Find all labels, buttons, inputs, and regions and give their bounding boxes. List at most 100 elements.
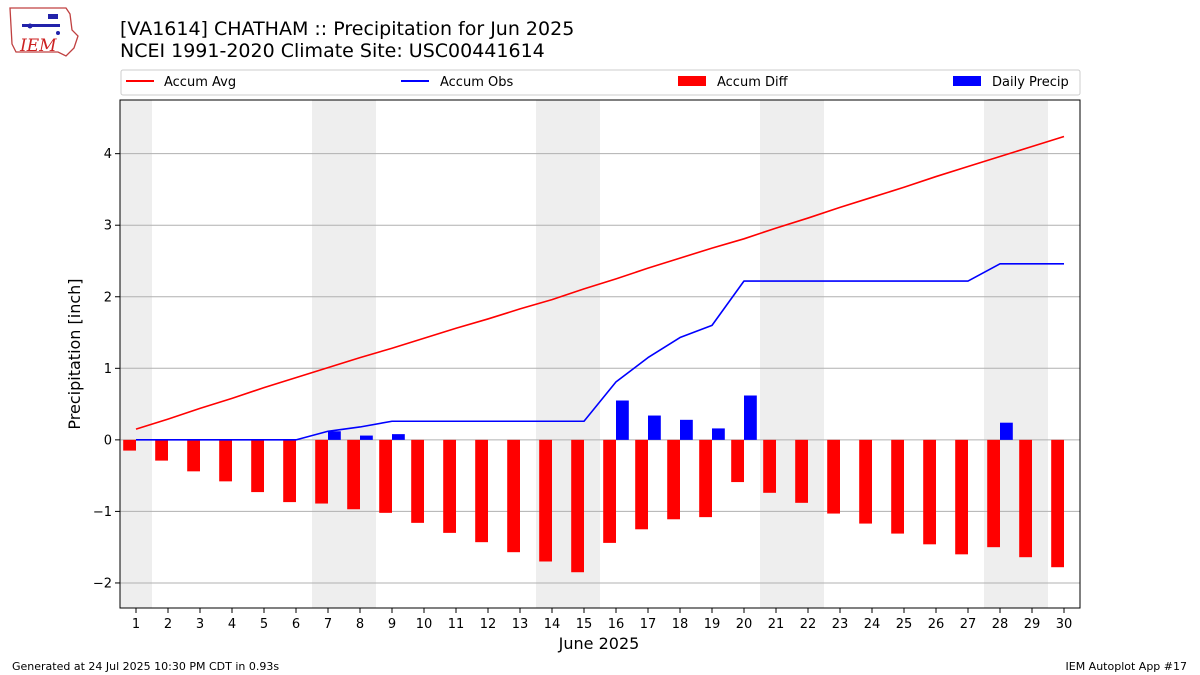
accum-diff-bar-day-23 (827, 439, 840, 514)
accum-diff-bar-day-12 (475, 439, 488, 543)
accum-diff-bar-day-27 (955, 439, 968, 555)
weekend-band-day-1 (120, 100, 152, 608)
x-tick-label-20: 20 (736, 617, 753, 632)
x-tick-label-22: 22 (800, 617, 817, 632)
accum-diff-bar-day-4 (219, 439, 232, 482)
legend-item-accum-avg: Accum Avg (126, 75, 236, 90)
legend-item-accum-obs: Accum Obs (401, 75, 513, 90)
accum-diff-bar-day-20 (731, 439, 744, 483)
daily-precip-bar-day-9 (392, 434, 405, 440)
accum-diff-bar-day-28 (987, 439, 1000, 548)
daily-precip-bar-day-7 (328, 431, 341, 440)
y-tick-label-3: 3 (104, 219, 112, 234)
x-tick-label-30: 30 (1056, 617, 1073, 632)
accum-diff-bar-day-21 (763, 439, 776, 493)
y-tick-label-2: 2 (104, 290, 112, 305)
x-tick-label-10: 10 (416, 617, 433, 632)
x-tick-label-13: 13 (512, 617, 529, 632)
x-tick-label-24: 24 (864, 617, 881, 632)
x-tick-label-15: 15 (576, 617, 593, 632)
accum-diff-bar-day-6 (283, 439, 296, 503)
accum-diff-bar-day-11 (443, 439, 456, 533)
y-axis-label: Precipitation [inch] (65, 278, 84, 429)
accum-diff-bar-day-8 (347, 439, 360, 510)
x-tick-label-8: 8 (356, 617, 364, 632)
accum-diff-bar-day-13 (507, 439, 520, 553)
accum-diff-bar-day-22 (795, 439, 808, 503)
daily-precip-bar-day-17 (648, 415, 661, 440)
y-tick-label-4: 4 (104, 147, 112, 162)
daily-precip-bar-day-20 (744, 395, 757, 440)
x-tick-label-6: 6 (292, 617, 300, 632)
y-tick-label-0: 0 (104, 433, 112, 448)
x-tick-label-28: 28 (992, 617, 1009, 632)
legend-swatch-accum-diff (678, 76, 706, 86)
x-tick-label-11: 11 (448, 617, 465, 632)
legend-item-daily-precip: Daily Precip (953, 75, 1069, 90)
daily-precip-bar-day-28 (1000, 422, 1013, 440)
iem-logo: IEM (9, 7, 79, 57)
accum-diff-bar-day-16 (603, 439, 616, 543)
iem-logo-text: IEM (19, 36, 57, 56)
accum-diff-bar-day-18 (667, 439, 680, 520)
accum-diff-bar-day-14 (539, 439, 552, 562)
accum-avg-line (135, 135, 1065, 430)
x-tick-label-1: 1 (132, 617, 140, 632)
x-tick-label-16: 16 (608, 617, 625, 632)
accum-diff-bar-day-17 (635, 439, 648, 530)
accum-diff-bar-day-29 (1019, 439, 1032, 558)
x-tick-label-2: 2 (164, 617, 172, 632)
accum-diff-bar-day-7 (315, 439, 328, 504)
bar-marks (123, 395, 1064, 573)
legend-swatch-daily-precip (953, 76, 981, 86)
legend: Accum Avg Accum Obs Accum Diff Daily Pre… (120, 69, 1081, 96)
accum-diff-bar-day-24 (859, 439, 872, 524)
chart-subtitle: NCEI 1991-2020 Climate Site: USC00441614 (120, 40, 545, 62)
weekend-bands (120, 100, 1048, 608)
app-label: IEM Autoplot App #17 (1066, 660, 1188, 673)
daily-precip-bar-day-19 (712, 428, 725, 440)
chart-title: [VA1614] CHATHAM :: Precipitation for Ju… (120, 18, 574, 40)
accum-diff-bar-day-5 (251, 439, 264, 493)
daily-precip-bar-day-18 (680, 419, 693, 440)
accum-diff-bar-day-19 (699, 439, 712, 518)
legend-frame (120, 69, 1081, 96)
plot-frame (119, 99, 1081, 609)
generated-timestamp: Generated at 24 Jul 2025 10:30 PM CDT in… (12, 660, 279, 673)
x-tick-label-21: 21 (768, 617, 785, 632)
legend-item-accum-diff: Accum Diff (678, 75, 789, 90)
accum-diff-bar-day-25 (891, 439, 904, 534)
x-tick-label-12: 12 (480, 617, 497, 632)
legend-label-accum-obs: Accum Obs (440, 75, 513, 90)
legend-label-daily-precip: Daily Precip (992, 75, 1069, 90)
x-tick-label-9: 9 (388, 617, 396, 632)
weekend-band-day-22 (792, 100, 824, 608)
x-axis-ticks: 1 2 3 4 5 6 7 8 9 10 11 12 13 14 15 16 17 18 19 20 21 22 23 24 2… (132, 608, 1072, 632)
daily-precip-bar-day-8 (360, 435, 373, 440)
accum-diff-bar-day-2 (155, 439, 168, 461)
accum-diff-bar-day-1 (123, 439, 136, 451)
x-tick-label-19: 19 (704, 617, 721, 632)
x-tick-label-3: 3 (196, 617, 204, 632)
legend-label-accum-avg: Accum Avg (164, 75, 236, 90)
y-axis-ticks: −2 −1 0 1 2 3 4 (93, 147, 120, 591)
x-tick-label-18: 18 (672, 617, 689, 632)
accum-obs-line (136, 263, 1064, 441)
y-tick-label--2: −2 (93, 576, 112, 591)
x-tick-label-5: 5 (260, 617, 268, 632)
y-tick-label--1: −1 (93, 505, 112, 520)
x-tick-label-14: 14 (544, 617, 561, 632)
accum-diff-bar-day-10 (411, 439, 424, 523)
line-series (135, 135, 1065, 441)
x-tick-label-4: 4 (228, 617, 236, 632)
accum-diff-bar-day-26 (923, 439, 936, 545)
x-tick-label-23: 23 (832, 617, 849, 632)
x-tick-label-26: 26 (928, 617, 945, 632)
accum-diff-bar-day-15 (571, 439, 584, 573)
x-tick-label-25: 25 (896, 617, 913, 632)
x-tick-label-17: 17 (640, 617, 657, 632)
accum-diff-bar-day-9 (379, 439, 392, 513)
x-tick-label-29: 29 (1024, 617, 1041, 632)
y-tick-label-1: 1 (104, 362, 112, 377)
